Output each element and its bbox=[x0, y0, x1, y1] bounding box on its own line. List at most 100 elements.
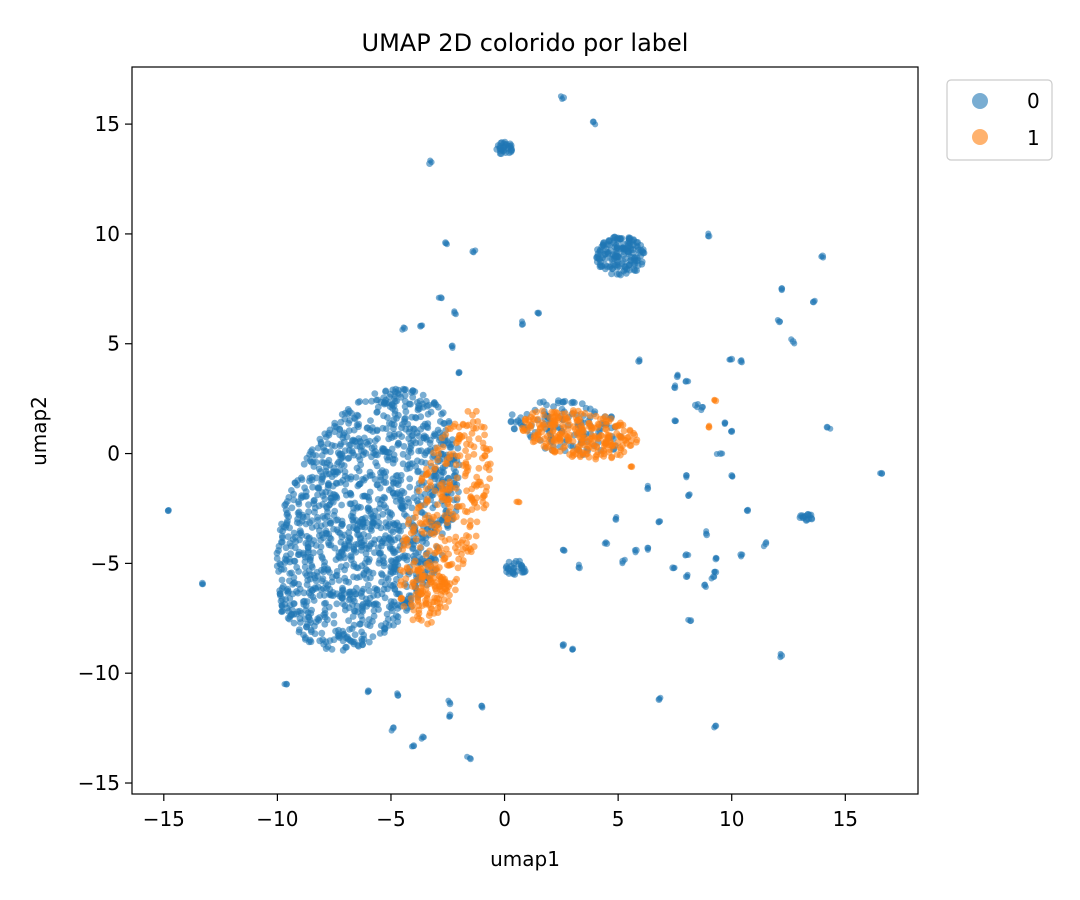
data-point bbox=[365, 504, 372, 512]
data-point bbox=[336, 592, 344, 600]
data-point bbox=[573, 428, 580, 436]
data-point bbox=[445, 697, 452, 704]
data-point bbox=[429, 598, 437, 606]
data-point bbox=[402, 425, 410, 433]
data-point bbox=[352, 474, 360, 481]
data-point bbox=[558, 428, 566, 436]
data-point bbox=[427, 408, 435, 416]
data-point bbox=[632, 549, 639, 556]
data-point bbox=[702, 584, 709, 590]
data-point bbox=[510, 425, 518, 433]
data-point bbox=[445, 550, 452, 558]
data-point bbox=[387, 509, 394, 517]
y-tick-label: −15 bbox=[78, 771, 120, 795]
data-point bbox=[394, 472, 401, 479]
data-point bbox=[445, 597, 452, 605]
data-point bbox=[281, 555, 289, 563]
data-point bbox=[464, 408, 472, 415]
data-point bbox=[323, 504, 331, 512]
data-point bbox=[443, 460, 450, 467]
data-point bbox=[455, 423, 463, 431]
data-point bbox=[333, 571, 341, 579]
data-point bbox=[600, 450, 608, 458]
data-point bbox=[468, 430, 476, 437]
data-point bbox=[699, 403, 706, 410]
data-point bbox=[444, 425, 452, 432]
data-point bbox=[354, 608, 362, 616]
data-point bbox=[390, 479, 397, 486]
data-point bbox=[423, 540, 430, 547]
data-point bbox=[290, 574, 298, 581]
data-point bbox=[423, 465, 430, 473]
data-point bbox=[353, 504, 361, 512]
data-point bbox=[309, 483, 316, 491]
data-point bbox=[634, 239, 642, 246]
data-point bbox=[301, 615, 309, 623]
data-point bbox=[601, 255, 609, 263]
data-point bbox=[366, 437, 373, 445]
data-point bbox=[778, 287, 785, 294]
data-point bbox=[395, 526, 403, 534]
data-point bbox=[617, 419, 624, 427]
data-point bbox=[290, 490, 297, 498]
y-tick-label: −10 bbox=[78, 661, 120, 685]
data-point bbox=[341, 468, 349, 476]
data-point bbox=[371, 585, 379, 592]
data-point bbox=[338, 411, 346, 418]
data-point bbox=[373, 408, 381, 416]
data-point bbox=[519, 318, 525, 325]
data-point bbox=[301, 558, 309, 566]
data-point bbox=[449, 345, 456, 351]
data-point bbox=[369, 428, 377, 435]
data-point bbox=[302, 607, 310, 614]
data-point bbox=[363, 555, 371, 563]
data-point bbox=[605, 249, 612, 257]
data-point bbox=[559, 643, 566, 650]
data-point bbox=[713, 451, 720, 457]
data-point bbox=[291, 544, 299, 552]
data-point bbox=[391, 568, 399, 575]
data-point bbox=[359, 492, 367, 500]
data-point bbox=[438, 434, 446, 442]
data-point bbox=[374, 591, 381, 599]
data-point bbox=[551, 435, 558, 442]
data-point bbox=[594, 420, 602, 428]
data-point bbox=[463, 464, 470, 471]
data-point bbox=[353, 526, 361, 534]
data-point bbox=[584, 442, 591, 449]
data-point bbox=[370, 607, 378, 615]
data-point bbox=[340, 545, 347, 553]
data-point bbox=[364, 599, 372, 607]
data-point bbox=[343, 433, 351, 441]
data-point bbox=[316, 614, 323, 621]
data-point bbox=[324, 481, 332, 489]
x-tick-label: −15 bbox=[143, 807, 185, 831]
data-point bbox=[362, 450, 370, 457]
data-point bbox=[284, 533, 292, 541]
data-point bbox=[672, 382, 679, 389]
data-point bbox=[395, 439, 402, 447]
data-point bbox=[419, 391, 427, 399]
data-point bbox=[534, 428, 542, 436]
data-point bbox=[311, 630, 319, 638]
data-point bbox=[460, 432, 468, 439]
data-point bbox=[400, 324, 407, 331]
data-point bbox=[335, 577, 343, 584]
data-point bbox=[321, 514, 328, 522]
data-point bbox=[670, 565, 677, 572]
data-point bbox=[391, 492, 399, 500]
data-point bbox=[431, 487, 439, 495]
data-point bbox=[362, 398, 369, 405]
data-point bbox=[582, 404, 590, 412]
data-point bbox=[285, 494, 293, 501]
data-point bbox=[452, 586, 459, 594]
data-point bbox=[520, 427, 527, 434]
data-point bbox=[321, 558, 328, 566]
data-point bbox=[348, 553, 355, 561]
data-point bbox=[442, 604, 449, 611]
data-point bbox=[423, 591, 431, 599]
data-point bbox=[608, 454, 615, 462]
data-point bbox=[427, 529, 434, 537]
data-point bbox=[406, 567, 414, 575]
data-points bbox=[164, 93, 886, 763]
